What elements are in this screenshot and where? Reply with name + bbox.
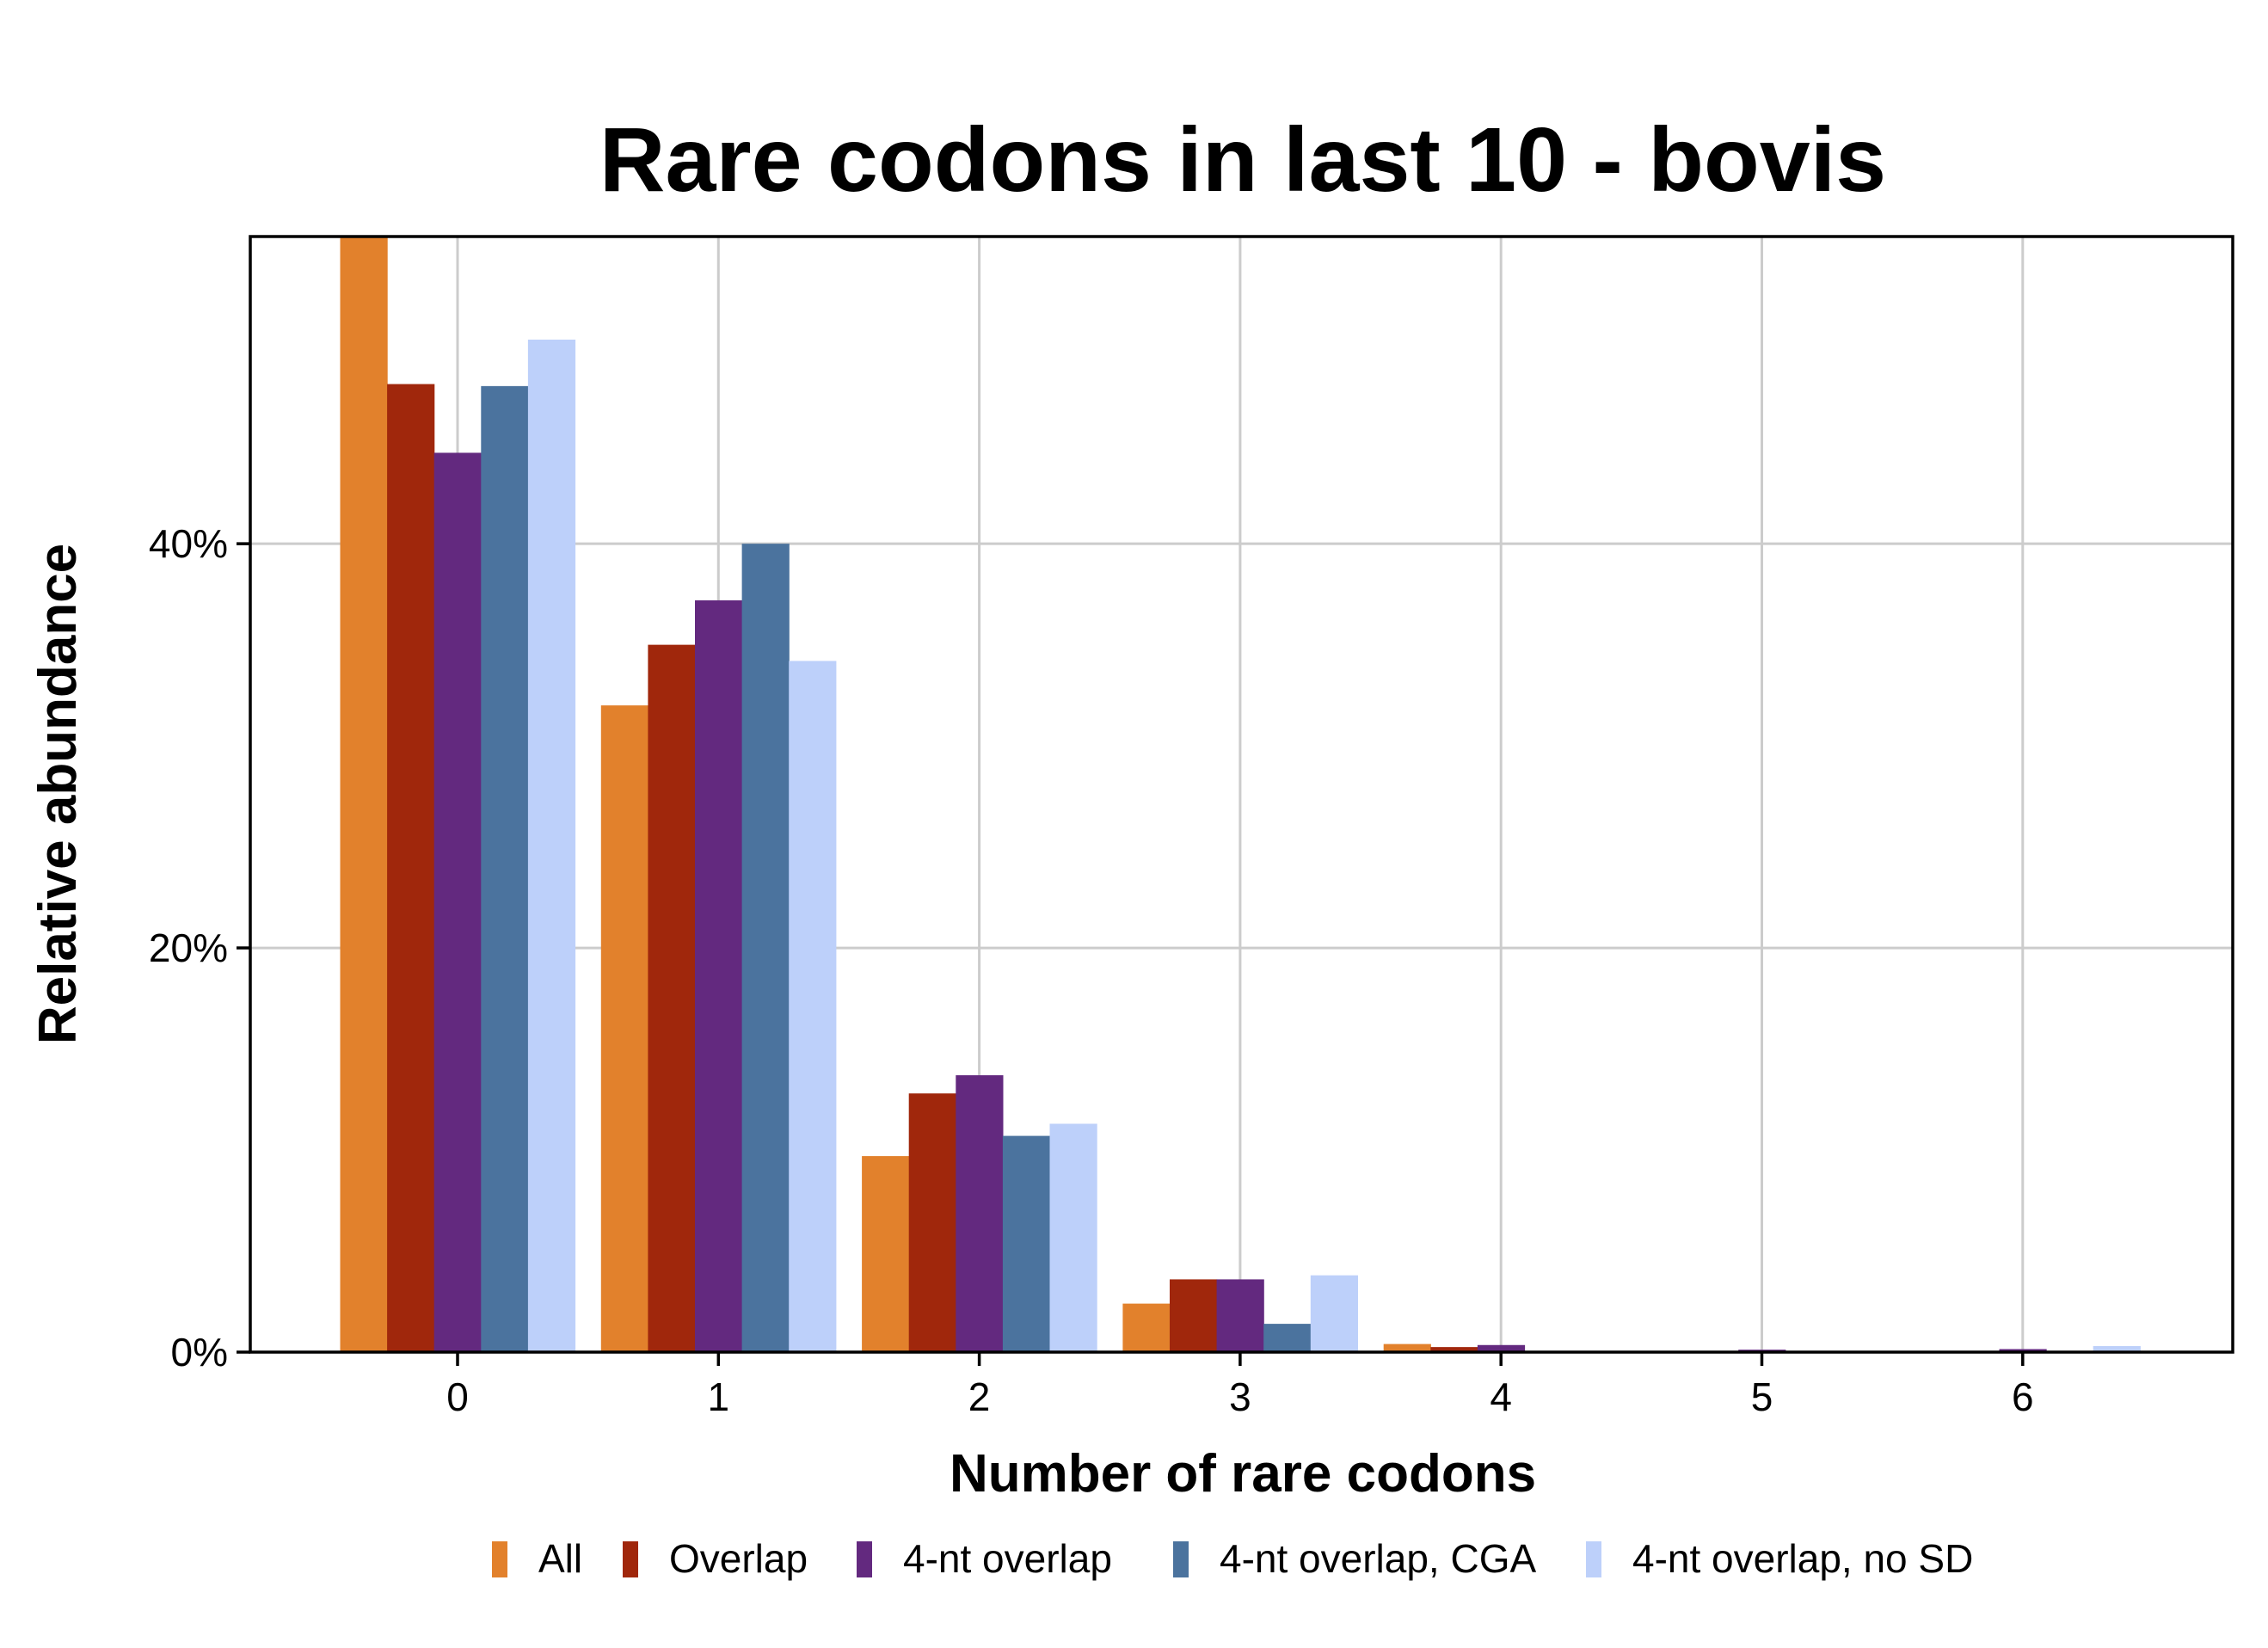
legend-label: 4-nt overlap, CGA [1220, 1536, 1536, 1581]
y-axis-label: Relative abundance [28, 544, 88, 1044]
legend-swatch [623, 1541, 638, 1577]
bar-4-nt-overlap-no-sd-2 [1049, 1123, 1097, 1352]
legend: All Overlap 4-nt overlap 4-nt overlap, CGA 4… [492, 1536, 1973, 1581]
legend-swatch [1173, 1541, 1189, 1577]
legend-label: All [538, 1536, 582, 1581]
bar-4-nt-overlap-6 [1999, 1349, 2047, 1352]
x-tick-label: 6 [2012, 1374, 2034, 1419]
bar-all-1 [600, 705, 648, 1352]
bar-4-nt-overlap-2 [956, 1075, 1004, 1352]
bar-overlap-3 [1170, 1279, 1218, 1352]
x-axis-label: Number of rare codons [950, 1444, 1536, 1503]
y-tick-label: 40% [149, 521, 228, 566]
bar-4-nt-overlap-cga-3 [1263, 1324, 1312, 1352]
bar-4-nt-overlap-1 [695, 600, 743, 1352]
x-tick-label: 5 [1751, 1374, 1773, 1419]
x-tick-label: 1 [708, 1374, 730, 1419]
grid-lines [250, 237, 2233, 1352]
bar-all-3 [1122, 1303, 1171, 1352]
x-tick-label: 2 [968, 1374, 991, 1419]
bar-overlap-1 [648, 644, 696, 1352]
bar-overlap-4 [1430, 1347, 1478, 1352]
bar-4-nt-overlap-no-sd-6 [2093, 1345, 2141, 1352]
x-axis: 0 1 2 3 4 5 6 [446, 1352, 2034, 1419]
bar-all-2 [862, 1156, 910, 1352]
bar-4-nt-overlap-no-sd-0 [527, 339, 576, 1352]
y-axis: 0% 20% 40% [149, 521, 250, 1374]
bar-4-nt-overlap-cga-1 [741, 544, 790, 1352]
x-tick-label: 4 [1490, 1374, 1512, 1419]
bar-all-4 [1383, 1344, 1431, 1352]
bar-4-nt-overlap-3 [1216, 1279, 1264, 1352]
chart-title: Rare codons in last 10 - bovis [599, 109, 1886, 211]
bar-4-nt-overlap-4 [1477, 1344, 1526, 1352]
bar-4-nt-overlap-cga-2 [1002, 1135, 1051, 1352]
bar-4-nt-overlap-cga-0 [481, 385, 529, 1353]
legend-label: 4-nt overlap, no SD [1632, 1536, 1973, 1581]
bar-4-nt-overlap-no-sd-3 [1310, 1275, 1358, 1352]
legend-label: 4-nt overlap [903, 1536, 1112, 1581]
legend-label: Overlap [669, 1536, 808, 1581]
legend-swatch [1586, 1541, 1601, 1577]
legend-swatch [857, 1541, 872, 1577]
bar-4-nt-overlap-0 [433, 452, 482, 1352]
x-tick-label: 0 [446, 1374, 469, 1419]
legend-swatch [492, 1541, 507, 1577]
bars [340, 237, 2141, 1353]
y-tick-label: 20% [149, 925, 228, 970]
x-tick-label: 3 [1229, 1374, 1251, 1419]
bar-overlap-2 [908, 1093, 956, 1352]
bar-overlap-0 [387, 384, 435, 1352]
bar-all-0 [340, 237, 388, 1352]
y-tick-label: 0% [171, 1330, 228, 1374]
bar-4-nt-overlap-no-sd-1 [789, 661, 837, 1352]
